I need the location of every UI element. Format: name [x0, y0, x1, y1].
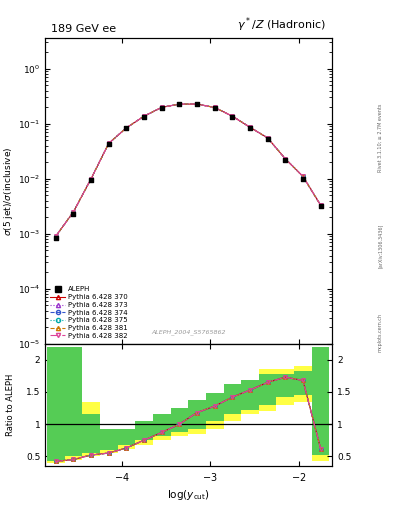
Text: $\gamma^*/Z$ (Hadronic): $\gamma^*/Z$ (Hadronic): [237, 15, 326, 34]
Bar: [188, 400, 206, 429]
Text: 189 GeV ee: 189 GeV ee: [51, 24, 116, 34]
Y-axis label: $\sigma$(5 jet)/$\sigma$(inclusive): $\sigma$(5 jet)/$\sigma$(inclusive): [2, 146, 15, 236]
Bar: [188, 410, 206, 434]
Y-axis label: Ratio to ALEPH: Ratio to ALEPH: [6, 374, 15, 436]
Bar: [135, 432, 153, 445]
ALEPH: [141, 113, 147, 121]
Bar: [153, 424, 171, 440]
Bar: [118, 438, 135, 449]
Text: [arXiv:1306.3436]: [arXiv:1306.3436]: [378, 224, 383, 268]
ALEPH: [158, 103, 165, 112]
Bar: [171, 408, 188, 432]
Bar: [224, 385, 241, 415]
Bar: [100, 438, 118, 453]
ALEPH: [106, 140, 112, 148]
Legend: ALEPH, Pythia 6.428 370, Pythia 6.428 373, Pythia 6.428 374, Pythia 6.428 375, P: ALEPH, Pythia 6.428 370, Pythia 6.428 37…: [49, 285, 129, 340]
ALEPH: [53, 233, 59, 242]
Text: Rivet 3.1.10; ≥ 2.7M events: Rivet 3.1.10; ≥ 2.7M events: [378, 104, 383, 173]
Bar: [276, 370, 294, 405]
ALEPH: [229, 113, 235, 121]
Bar: [135, 421, 153, 440]
ALEPH: [211, 103, 218, 112]
Text: ALEPH_2004_S5765862: ALEPH_2004_S5765862: [151, 329, 226, 335]
Bar: [206, 393, 224, 421]
ALEPH: [88, 176, 94, 184]
Bar: [82, 415, 100, 453]
Bar: [224, 392, 241, 421]
X-axis label: $\log(y_{\rm cut})$: $\log(y_{\rm cut})$: [167, 488, 210, 502]
Bar: [312, 347, 329, 461]
Bar: [82, 401, 100, 456]
ALEPH: [123, 124, 130, 132]
Bar: [153, 415, 171, 436]
Bar: [47, 347, 64, 463]
ALEPH: [194, 100, 200, 109]
Bar: [47, 347, 64, 461]
Text: mcplots.cern.ch: mcplots.cern.ch: [378, 313, 383, 352]
Bar: [171, 416, 188, 436]
Bar: [64, 347, 82, 456]
ALEPH: [318, 202, 324, 210]
ALEPH: [70, 210, 77, 218]
Bar: [312, 347, 329, 455]
Bar: [64, 347, 82, 460]
Bar: [259, 370, 276, 411]
ALEPH: [247, 124, 253, 132]
Bar: [294, 366, 312, 401]
Bar: [294, 371, 312, 395]
ALEPH: [282, 156, 288, 164]
Bar: [241, 387, 259, 415]
Bar: [241, 380, 259, 410]
Bar: [206, 401, 224, 429]
Bar: [100, 429, 118, 450]
Bar: [276, 374, 294, 397]
Bar: [259, 374, 276, 405]
Bar: [118, 429, 135, 445]
ALEPH: [176, 100, 182, 109]
ALEPH: [300, 175, 306, 183]
ALEPH: [264, 135, 271, 143]
